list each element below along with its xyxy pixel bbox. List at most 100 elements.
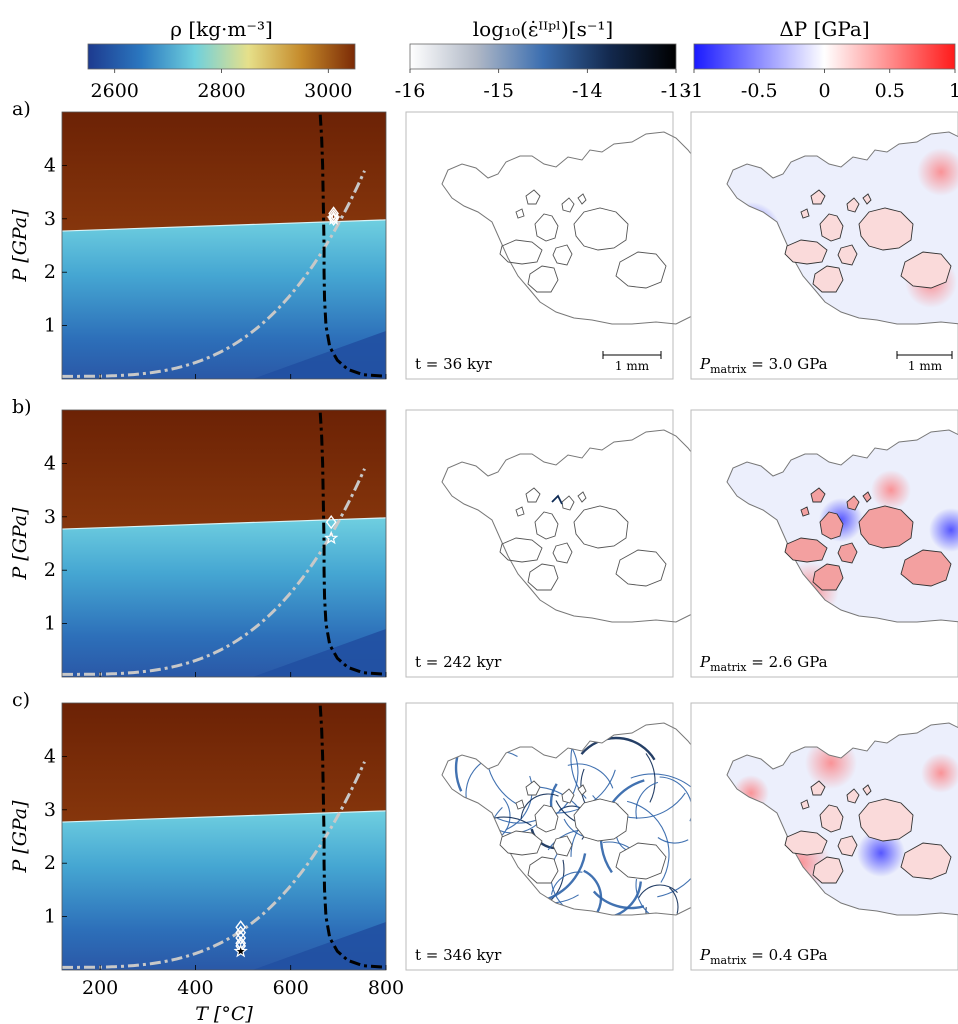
matrix-pressure-label: Pmatrix = 0.4 GPa	[699, 946, 828, 967]
matrix-pressure-star	[324, 530, 339, 545]
pressure-high-spot	[917, 148, 958, 196]
panel-tag: c)	[12, 689, 30, 711]
y-tick-label: 4	[44, 154, 56, 176]
shear-band	[592, 890, 645, 910]
geotherm-curve	[62, 170, 366, 378]
y-tick-label: 1	[44, 613, 56, 635]
strainrate-colorbar-title: log₁₀(ε̇ᴵᴵᵖˡ)[s⁻¹]	[473, 17, 613, 41]
pressure-marker	[235, 920, 247, 935]
shear-band	[657, 837, 689, 844]
shear-band	[626, 800, 670, 883]
scale-bar-label: 1 mm	[908, 359, 943, 373]
strainrate-colorbar-tick-label: -15	[483, 80, 514, 102]
pressure-panel: Pmatrix = 2.6 GPa	[690, 409, 958, 678]
shear-band	[580, 736, 656, 761]
phase-diagram: 1 2 3 4 200 400 600 800 P [GPa] T [°C]	[9, 702, 404, 1024]
shear-band	[520, 793, 559, 820]
reaction-curve	[318, 412, 386, 676]
strainrate-colorbar-tick-label: -16	[395, 80, 426, 102]
pressure-colorbar: ΔP [GPa] -1 -0.5 0 0.5 1	[685, 17, 958, 102]
y-tick-label: 2	[44, 261, 56, 283]
pressure-marker	[328, 206, 339, 221]
pressure-low-spot	[929, 508, 958, 552]
shear-band	[638, 884, 678, 898]
phase-diagram-frame	[61, 702, 387, 971]
strain-rate-panel: t = 346 kyr	[405, 702, 743, 971]
strainrate-colorbar-bar	[409, 43, 677, 70]
pressure-panel: Pmatrix = 0.4 GPa	[690, 702, 958, 971]
phase-diagram-frame	[61, 409, 387, 678]
y-tick-label: 1	[44, 315, 56, 337]
pressure-marker	[325, 514, 337, 530]
y-axis-label: P [GPa]	[9, 209, 31, 283]
x-tick-label: 400	[177, 977, 213, 999]
x-tick-label: 600	[273, 977, 309, 999]
y-tick-label: 2	[44, 559, 56, 581]
y-tick-label: 1	[44, 906, 56, 928]
density-colorbar-tick-label: 2800	[197, 80, 245, 102]
phase-boundary	[62, 810, 386, 823]
matrix-pressure-label: Pmatrix = 2.6 GPa	[699, 653, 828, 674]
y-tick-label: 4	[44, 745, 56, 767]
density-colorbar-tick-label: 2600	[91, 80, 139, 102]
low-density-field	[62, 810, 386, 970]
geotherm-curve	[62, 761, 366, 969]
pressure-colorbar-tick-label: 0.5	[875, 80, 905, 102]
localized-band	[551, 494, 563, 505]
strain-rate-panel-frame	[405, 111, 674, 380]
pressure-high-spot	[871, 470, 911, 510]
low-density-field	[62, 517, 386, 677]
shear-band	[635, 781, 659, 820]
matrix-pressure-label: Pmatrix = 3.0 GPa	[699, 355, 828, 376]
phase-diagram: 1 2 3 4 P [GPa]	[9, 409, 387, 678]
shear-band	[645, 753, 656, 803]
strain-rate-panel: t = 36 kyr 1 mm	[405, 111, 743, 380]
time-label: t = 242 kyr	[415, 653, 502, 671]
scale-bar-label: 1 mm	[615, 359, 650, 373]
pressure-colorbar-title: ΔP [GPa]	[779, 17, 869, 41]
time-label: t = 36 kyr	[415, 355, 493, 373]
x-axis-label: T [°C]	[195, 1003, 253, 1024]
pressure-colorbar-bar	[693, 43, 956, 70]
pressure-marker	[328, 208, 339, 224]
shear-band	[567, 763, 614, 789]
strainrate-colorbar-tick-label: -14	[572, 80, 603, 102]
phase-diagram-frame	[61, 111, 387, 380]
y-tick-label: 3	[44, 799, 56, 821]
pressure-marker	[235, 925, 247, 940]
row-2: b) 1 2 3 4 P [GPa] t = 242 kyr Pmatrix = 2.6 GP…	[9, 396, 958, 678]
deep-density-field	[252, 330, 386, 379]
x-tick-label: 200	[82, 977, 118, 999]
y-tick-label: 4	[44, 452, 56, 474]
shear-band	[600, 881, 642, 915]
density-colorbar-title: ρ [kg·m⁻³]	[170, 17, 273, 41]
density-colorbar-tick-label: 3000	[304, 80, 352, 102]
strain-rate-panel-frame	[405, 409, 674, 678]
phase-boundary	[62, 517, 386, 530]
y-tick-label: 3	[44, 506, 56, 528]
geotherm-curve	[62, 468, 366, 676]
pressure-panel: Pmatrix = 3.0 GPa 1 mm	[690, 111, 958, 380]
pressure-colorbar-tick-label: 1	[949, 80, 958, 102]
low-density-field	[62, 219, 386, 379]
pressure-high-spot	[921, 753, 958, 793]
pressure-colorbar-tick-label: -0.5	[741, 80, 778, 102]
y-axis-label: P [GPa]	[9, 800, 31, 874]
strainrate-colorbar: log₁₀(ε̇ᴵᴵᵖˡ)[s⁻¹] -16 -15 -14 -13	[395, 17, 692, 102]
phase-diagram: 1 2 3 4 P [GPa]	[9, 111, 387, 380]
panel-tag: b)	[12, 396, 32, 418]
pressure-colorbar-tick-label: 0	[818, 80, 830, 102]
strainrate-colorbar-tick-label: -13	[661, 80, 692, 102]
strain-rate-panel-frame	[405, 702, 674, 971]
shear-band	[630, 773, 695, 791]
pressure-low-spot	[857, 829, 905, 877]
row-3: c) 1 2 3 4 200 400 600 800 P [GPa] T [°C] t = 346 k…	[9, 689, 958, 1024]
density-colorbar-bar	[87, 43, 356, 70]
y-axis-label: P [GPa]	[9, 507, 31, 581]
y-tick-label: 2	[44, 852, 56, 874]
reaction-curve	[318, 705, 386, 969]
grain	[441, 429, 743, 623]
